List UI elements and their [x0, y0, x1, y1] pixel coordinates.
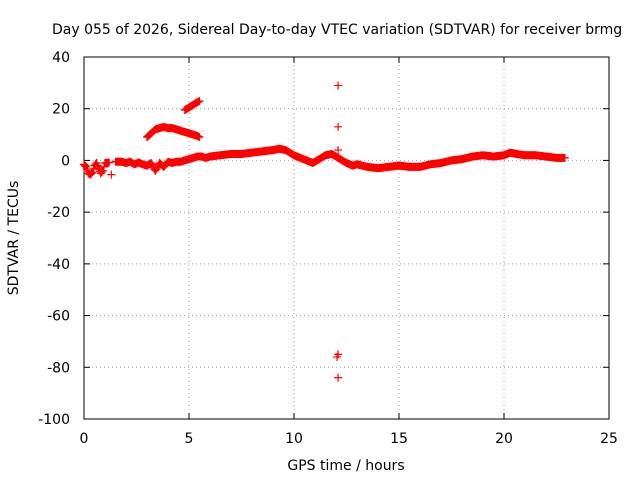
x-tick-label: 10 [285, 431, 303, 447]
data-point [87, 168, 96, 177]
y-tick-label: 20 [52, 102, 70, 118]
plot-frame [83, 56, 610, 420]
y-tick-label: -20 [47, 205, 70, 221]
data-point [195, 96, 204, 105]
y-tick-label: -60 [47, 309, 70, 325]
data-point [333, 352, 342, 361]
x-tick-label: 15 [390, 431, 408, 447]
data-point [107, 170, 116, 179]
x-tick-label: 20 [495, 431, 513, 447]
y-tick-label: 0 [61, 153, 70, 169]
data-point [194, 97, 203, 106]
axis-ticks: 0 5 10 15 20 25 -100 -80 -60 -40 -20 0 20 40 [38, 50, 618, 447]
data-point [194, 132, 203, 141]
x-tick-label: 25 [600, 431, 618, 447]
data-point [98, 166, 107, 175]
data-point [334, 122, 343, 131]
x-tick-label: 0 [80, 431, 89, 447]
data-point [105, 158, 114, 167]
data-point [87, 169, 95, 178]
data-point [560, 153, 569, 162]
y-tick-label: -80 [47, 360, 70, 376]
chart-title: Day 055 of 2026, Sidereal Day-to-day VTE… [52, 22, 622, 38]
x-axis-label: GPS time / hours [287, 458, 404, 474]
data-points [80, 81, 569, 382]
y-tick-label: -100 [38, 412, 70, 428]
data-point [97, 168, 106, 177]
x-tick-label: 5 [185, 431, 194, 447]
grid-lines [84, 57, 609, 419]
data-point [334, 373, 343, 382]
y-axis-label: SDTVAR / TECUs [6, 181, 22, 296]
data-point [99, 162, 108, 171]
data-point [334, 81, 343, 90]
data-point [195, 133, 204, 142]
data-point [334, 146, 343, 155]
y-tick-label: 40 [52, 50, 70, 66]
y-tick-label: -40 [47, 257, 70, 273]
